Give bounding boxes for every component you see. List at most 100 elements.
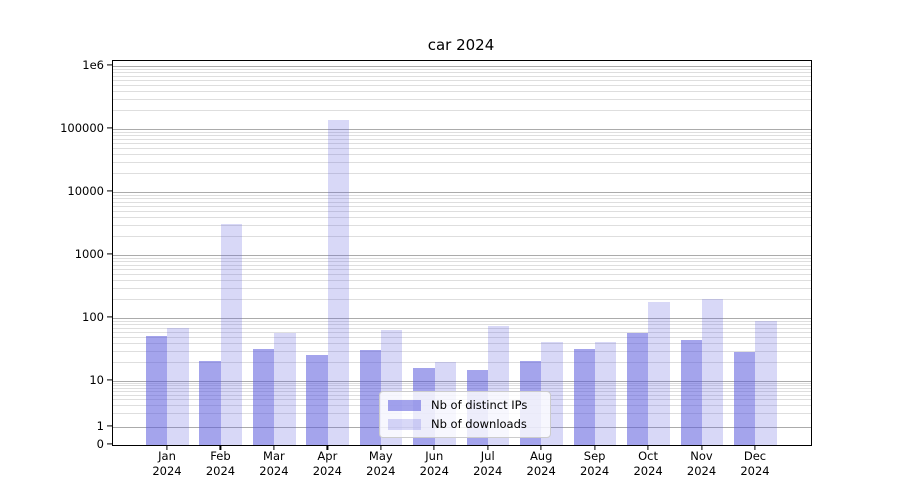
y-tick-mark	[107, 64, 112, 66]
bar-distinct-ips-jan	[146, 335, 168, 445]
x-tick-label: Apr 2024	[312, 449, 342, 478]
gridline-major	[113, 318, 811, 319]
gridline-minor	[113, 138, 811, 140]
gridline-minor	[113, 324, 811, 326]
y-tick-mark	[107, 443, 112, 445]
gridline-minor	[113, 205, 811, 207]
bar-downloads-apr	[327, 119, 349, 445]
x-tick-label: Aug 2024	[526, 449, 556, 478]
x-tick-mark	[647, 445, 649, 450]
gridline-minor	[113, 362, 811, 364]
gridline-minor	[113, 72, 811, 74]
gridline-minor	[113, 131, 811, 133]
x-tick-mark	[594, 445, 596, 450]
bar-distinct-ips-nov	[680, 339, 702, 445]
y-tick-mark	[107, 379, 112, 381]
x-tick-label: Mar 2024	[259, 449, 289, 478]
x-tick-label: May 2024	[366, 449, 396, 478]
x-tick-mark	[273, 445, 275, 450]
gridline-minor	[113, 273, 811, 275]
x-tick-label: Nov 2024	[686, 449, 717, 478]
y-tick-mark	[107, 253, 112, 255]
gridline-major	[113, 129, 811, 130]
gridline-minor	[113, 261, 811, 263]
legend-row-downloads: Nb of downloads	[388, 417, 540, 431]
y-tick-label: 1e6	[82, 58, 104, 72]
bar-distinct-ips-may	[359, 350, 382, 445]
gridline-minor	[113, 268, 811, 270]
bar-distinct-ips-oct	[627, 332, 649, 445]
bar-downloads-sep	[594, 341, 617, 445]
gridline-minor	[113, 98, 811, 100]
bar-downloads-nov	[701, 299, 724, 445]
y-tick-mark	[107, 190, 112, 192]
gridline-minor	[113, 264, 811, 266]
gridline-minor	[113, 336, 811, 338]
gridline-minor	[113, 142, 811, 144]
x-tick-label: Dec 2024	[740, 449, 770, 478]
gridline-minor	[113, 299, 811, 301]
gridline-minor	[113, 110, 811, 112]
gridline-minor	[113, 224, 811, 226]
gridline-minor	[113, 320, 811, 322]
gridline-major	[113, 66, 811, 67]
bar-downloads-feb	[220, 224, 243, 445]
bar-distinct-ips-sep	[573, 349, 595, 445]
y-tick-label: 0	[96, 437, 104, 451]
gridline-minor	[113, 350, 811, 352]
gridline-minor	[113, 280, 811, 282]
y-tick-mark	[107, 316, 112, 318]
gridline-major	[113, 255, 811, 256]
chart-title: car 2024	[427, 36, 495, 54]
gridline-minor	[113, 257, 811, 259]
x-tick-mark	[700, 445, 703, 450]
gridline-minor	[113, 68, 811, 70]
y-tick-label: 10000	[67, 184, 104, 198]
bar-distinct-ips-apr	[306, 354, 328, 445]
plot-area: Nb of distinct IPs Nb of downloads	[112, 60, 812, 446]
bar-distinct-ips-mar	[252, 349, 275, 445]
x-tick-mark	[433, 445, 435, 450]
bar-downloads-oct	[648, 301, 670, 445]
bar-distinct-ips-feb	[199, 360, 221, 445]
x-tick-mark	[219, 445, 222, 450]
gridline-minor	[113, 173, 811, 175]
gridline-minor	[113, 194, 811, 196]
gridline-minor	[113, 135, 811, 137]
gridline-minor	[113, 161, 811, 163]
gridline-major	[113, 192, 811, 193]
x-tick-label: Oct 2024	[633, 449, 663, 478]
bar-downloads-mar	[274, 332, 296, 445]
y-tick-label: 100000	[60, 121, 104, 135]
y-tick-label: 10	[89, 373, 104, 387]
gridline-minor	[113, 198, 811, 200]
y-tick-label: 100	[82, 310, 104, 324]
y-tick-mark	[107, 127, 112, 129]
x-tick-mark	[166, 445, 168, 450]
gridline-minor	[113, 217, 811, 219]
gridline-major	[113, 381, 811, 382]
x-tick-mark	[540, 445, 542, 450]
gridline-minor	[113, 388, 811, 390]
x-tick-label: Jun 2024	[419, 449, 449, 478]
bar-downloads-dec	[755, 320, 777, 445]
x-tick-mark	[380, 445, 382, 450]
legend-swatch-downloads-icon	[388, 418, 421, 430]
gridline-minor	[113, 287, 811, 289]
legend-label-downloads: Nb of downloads	[431, 417, 527, 431]
legend-swatch-distinct-ips-icon	[388, 399, 421, 411]
gridline-minor	[113, 147, 811, 149]
gridline-minor	[113, 75, 811, 77]
x-tick-label: Jul 2024	[473, 449, 503, 478]
x-tick-mark	[326, 445, 328, 450]
gridline-minor	[113, 383, 811, 385]
gridline-minor	[113, 201, 811, 203]
legend-row-distinct-ips: Nb of distinct IPs	[388, 398, 540, 412]
bar-downloads-jan	[167, 327, 189, 445]
legend: Nb of distinct IPs Nb of downloads	[379, 391, 551, 438]
gridline-minor	[113, 91, 811, 93]
gridline-minor	[113, 327, 811, 329]
gridline-minor	[113, 79, 811, 81]
x-tick-mark	[754, 445, 756, 450]
